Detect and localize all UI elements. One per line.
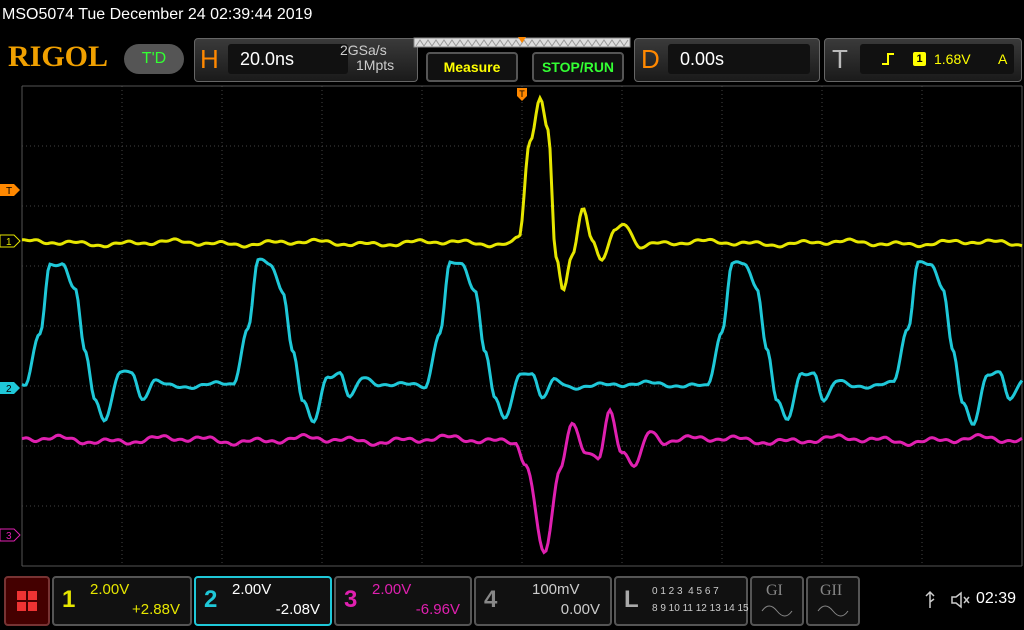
timebase-field — [228, 44, 348, 74]
logic-box[interactable]: L 0 1 2 3 4 5 6 7 8 9 10 11 12 13 14 15 — [614, 576, 749, 626]
logo: RIGOL — [8, 40, 109, 73]
channel-1-trace — [22, 94, 1023, 293]
channel-2-trace — [21, 257, 1024, 426]
trigger-label: T — [832, 44, 848, 74]
sine-icon-path — [761, 605, 793, 617]
trigger-field — [860, 44, 1014, 74]
channel-scale: 2.00V — [372, 581, 412, 598]
channel-4-box[interactable]: 4 100mV 0.00V — [474, 576, 612, 626]
trigger-level: 1.68V — [934, 51, 971, 67]
channel-offset: 0.00V — [560, 601, 600, 618]
generator-2-box[interactable]: GII — [806, 576, 860, 626]
menu-button[interactable] — [4, 576, 50, 626]
sine-icon-path — [817, 605, 849, 617]
generator-label: GI — [766, 582, 783, 599]
channel-number: 3 — [344, 586, 358, 613]
channel-number: 1 — [62, 586, 76, 613]
channel-scale: 100mV — [532, 581, 580, 598]
delay-field — [668, 44, 810, 74]
channel-scale: 2.00V — [90, 581, 130, 598]
menu-icon — [17, 591, 37, 611]
memory-depth: 1Mpts — [356, 57, 395, 73]
edge-icon — [882, 53, 894, 65]
trigger-mode: A — [998, 51, 1008, 67]
trigger-position-text: T — [519, 89, 525, 99]
sine-icon — [761, 605, 793, 617]
status-icons — [925, 590, 970, 609]
horizontal-label: H — [200, 44, 219, 74]
channel-scale: 2.00V — [232, 581, 272, 598]
usb-icon — [925, 590, 935, 608]
trigger-status: T'D — [124, 44, 184, 74]
clock: 02:39 — [976, 590, 1017, 607]
ch1-marker-text: 1 — [6, 237, 12, 248]
menu-square — [17, 602, 26, 611]
generator-label: GII — [820, 582, 843, 599]
ch1-marker — [0, 234, 21, 248]
logic-label: L — [624, 586, 639, 613]
speaker-icon — [951, 591, 962, 609]
channel-offset: -6.96V — [415, 601, 460, 618]
channel-offset: -2.08V — [275, 601, 320, 618]
channel-3-trace — [21, 407, 1023, 555]
channel-3-box[interactable]: 3 2.00V -6.96V — [334, 576, 472, 626]
grid — [21, 85, 1023, 567]
ch2-marker — [0, 382, 20, 394]
status-text: MSO5074 Tue December 24 02:39:44 2019 — [2, 6, 313, 23]
channel-offset: +2.88V — [132, 601, 180, 618]
channel-number: 2 — [204, 586, 218, 613]
timebase: 20.0ns — [240, 49, 295, 69]
ch3-marker — [0, 528, 21, 542]
trigger-level-marker — [0, 184, 20, 196]
channel-2-box[interactable]: 2 2.00V -2.08V — [194, 576, 332, 626]
traces — [21, 94, 1024, 555]
stop-run-button[interactable]: STOP/RUN — [532, 52, 624, 82]
waveform-area: T T 1 2 3 — [0, 85, 1024, 567]
sine-icon — [817, 605, 849, 617]
trigger-source: 1 — [913, 52, 926, 66]
channel-number: 4 — [484, 586, 498, 613]
menu-square — [17, 591, 26, 600]
delay-label: D — [641, 44, 660, 74]
ch3-marker-text: 3 — [6, 531, 12, 542]
trigger-level-text: T — [6, 186, 12, 197]
memory-bar-pointer — [518, 37, 526, 43]
logic-row: 8 9 10 11 12 13 14 15 — [652, 603, 749, 614]
sample-rate: 2GSa/s — [340, 42, 387, 58]
measure-button[interactable]: Measure — [426, 52, 518, 82]
menu-square — [28, 591, 37, 600]
trigger-position-marker — [517, 88, 527, 101]
memory-bar — [413, 37, 631, 48]
menu-square — [28, 602, 37, 611]
logic-row: 0 1 2 3 4 5 6 7 — [652, 586, 719, 597]
ch2-marker-text: 2 — [6, 384, 12, 395]
delay-value: 0.00s — [680, 49, 725, 69]
generator-1-box[interactable]: GI — [750, 576, 804, 626]
mute-icon — [963, 596, 970, 604]
edge-icon-path — [882, 53, 894, 65]
channel-1-box[interactable]: 1 2.00V +2.88V — [52, 576, 192, 626]
